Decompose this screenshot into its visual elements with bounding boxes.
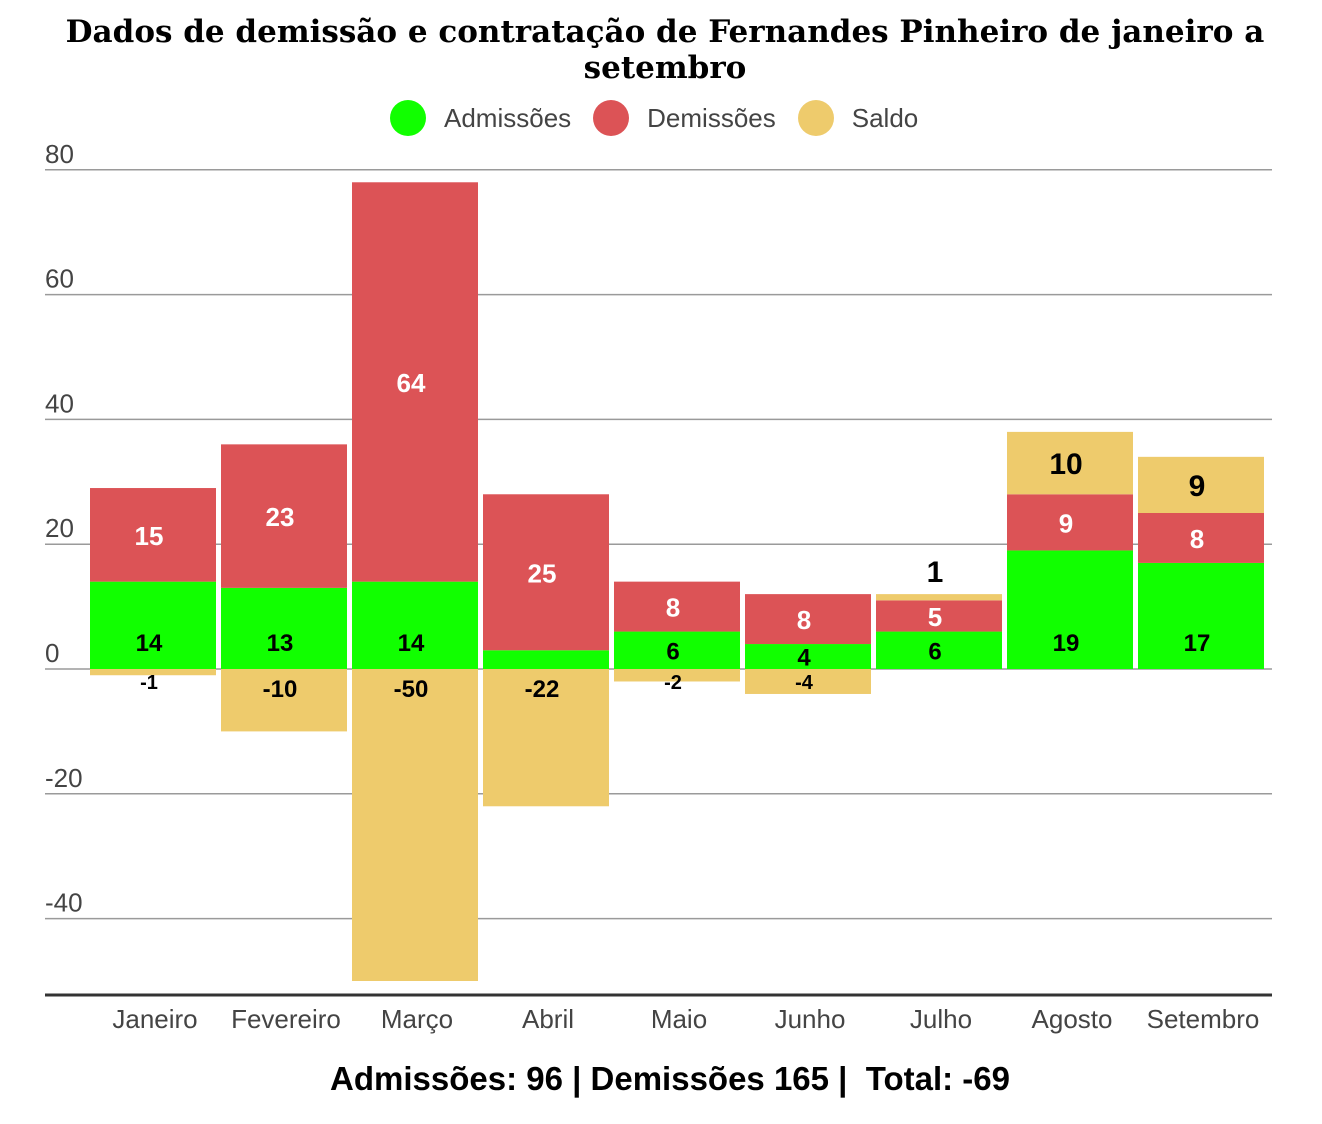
- y-tick-label: 80: [45, 139, 74, 169]
- data-label-demissoes: 8: [1190, 524, 1204, 554]
- x-tick-label: Setembro: [1147, 1004, 1260, 1034]
- x-tick-label: Agosto: [1032, 1004, 1113, 1034]
- x-tick-label: Abril: [522, 1004, 574, 1034]
- data-label-admissoes: 6: [666, 638, 679, 665]
- bar-demissoes: [483, 494, 609, 651]
- data-labels: 14 15 -1 13 23 -10 14 64 -50 25 -22 6 8 -2 4 8 -4 6 5 1 19 9 1…: [135, 368, 1211, 703]
- data-label-demissoes: 8: [666, 593, 680, 623]
- legend-item-admissoes: Admissões: [390, 100, 571, 136]
- bars: [90, 182, 1264, 981]
- data-label-demissoes: 8: [797, 605, 811, 635]
- bar-demissoes: [614, 581, 740, 632]
- bar-demissoes: [876, 600, 1002, 632]
- x-tick-label: Janeiro: [112, 1004, 197, 1034]
- bar-saldo: [221, 669, 347, 732]
- data-label-demissoes: 5: [928, 602, 942, 632]
- bar-demissoes: [352, 182, 478, 582]
- bar-admissoes: [90, 581, 216, 669]
- bar-saldo: [876, 594, 1002, 601]
- data-label-demissoes: 25: [528, 558, 557, 588]
- x-tick-label: Março: [381, 1004, 453, 1034]
- data-label-demissoes: 64: [397, 368, 426, 398]
- data-label-admissoes: 13: [267, 630, 294, 657]
- data-label-demissoes: 23: [266, 502, 295, 532]
- data-label-demissoes: 9: [1059, 508, 1073, 538]
- bar-admissoes: [221, 587, 347, 669]
- legend-swatch-saldo: [797, 100, 834, 136]
- bar-admissoes: [876, 631, 1002, 669]
- y-tick-label: 60: [45, 264, 74, 294]
- data-label-admissoes: 14: [398, 630, 425, 657]
- data-label-saldo: 1: [927, 556, 944, 589]
- data-label-admissoes: 19: [1053, 630, 1080, 657]
- chart-title: Dados de demissão e contratação de Ferna…: [65, 14, 1265, 86]
- y-tick-label: 0: [45, 638, 59, 668]
- bar-saldo: [90, 669, 216, 676]
- bar-admissoes: [352, 581, 478, 669]
- bar-admissoes: [745, 644, 871, 669]
- bar-saldo: [745, 669, 871, 694]
- y-tick-label: 20: [45, 513, 74, 543]
- data-label-saldo: -4: [795, 672, 814, 694]
- bar-saldo: [614, 669, 740, 682]
- x-tick-label: Junho: [775, 1004, 846, 1034]
- bar-demissoes: [1138, 513, 1264, 563]
- y-tick-label: -40: [45, 888, 83, 918]
- legend-swatch-demissoes: [593, 100, 630, 136]
- data-label-saldo: -22: [525, 676, 560, 703]
- y-tick-label: 40: [45, 388, 74, 418]
- data-label-saldo: -50: [394, 676, 429, 703]
- data-label-saldo: -1: [140, 672, 158, 694]
- data-label-saldo: 9: [1189, 470, 1206, 503]
- bar-saldo: [483, 669, 609, 807]
- bar-admissoes: [1138, 562, 1264, 669]
- bar-admissoes: [483, 650, 609, 669]
- bar-demissoes: [1007, 494, 1133, 551]
- bar-saldo: [352, 669, 478, 981]
- summary-totals: Admissões: 96 | Demissões 165 | Total: -…: [330, 1060, 1010, 1097]
- legend: Admissões Demissões Saldo: [390, 98, 940, 138]
- y-tick-label: -20: [45, 763, 83, 793]
- legend-swatch-admissoes: [390, 100, 426, 136]
- bar-demissoes: [745, 594, 871, 645]
- legend-label-saldo: Saldo: [851, 102, 919, 133]
- bar-demissoes: [90, 488, 216, 582]
- bar-saldo: [1138, 456, 1264, 513]
- data-label-saldo: -2: [664, 672, 682, 694]
- data-label-demissoes: 15: [135, 521, 164, 551]
- x-tick-label: Maio: [651, 1004, 707, 1034]
- x-tick-label: Fevereiro: [231, 1004, 341, 1034]
- legend-label-admissoes: Admissões: [444, 102, 572, 133]
- legend-label-demissoes: Demissões: [647, 102, 776, 133]
- bar-saldo: [1007, 431, 1133, 495]
- data-label-admissoes: 4: [797, 645, 811, 672]
- data-label-saldo: -10: [263, 676, 298, 703]
- axes: 80 60 40 20 0 -20 -40 Janeiro Fevereiro Março Abri…: [45, 139, 1272, 1034]
- data-label-admissoes: 6: [928, 638, 941, 665]
- data-label-admissoes: 14: [136, 630, 163, 657]
- data-label-saldo: 10: [1049, 448, 1082, 481]
- legend-item-saldo: Saldo: [797, 100, 919, 136]
- data-label-admissoes: 17: [1184, 630, 1211, 657]
- bar-demissoes: [221, 444, 347, 588]
- bar-admissoes: [1007, 550, 1133, 669]
- legend-item-demissoes: Demissões: [593, 100, 776, 136]
- bar-admissoes: [614, 631, 740, 669]
- x-tick-label: Julho: [910, 1004, 972, 1034]
